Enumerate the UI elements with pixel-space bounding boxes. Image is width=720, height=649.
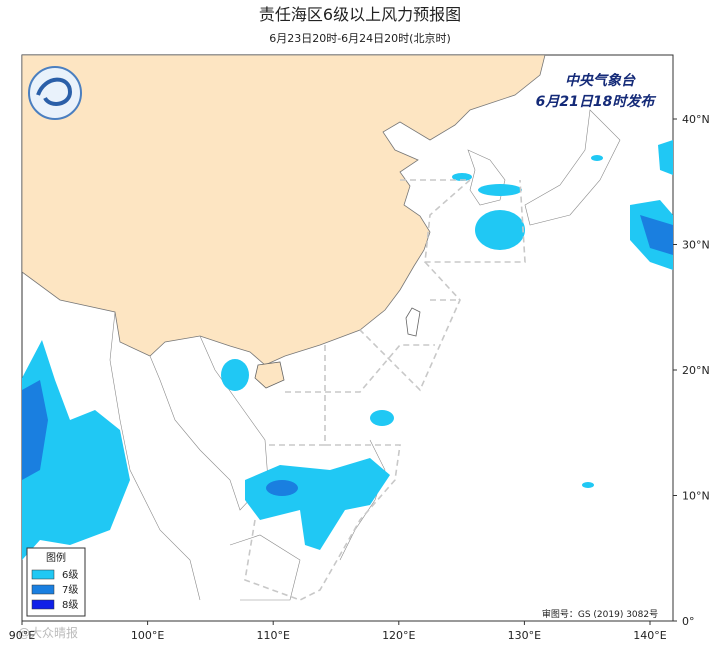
wind-area-dot <box>582 482 594 488</box>
approval-number: 审图号：GS (2019) 3082号 <box>542 608 658 620</box>
x-tick-label: 90°E <box>9 629 35 642</box>
borneo <box>229 534 301 601</box>
malay <box>109 311 201 601</box>
x-tick-label: 120°E <box>382 629 415 642</box>
china-land <box>22 55 546 366</box>
x-tick-label: 100°E <box>131 629 164 642</box>
korea <box>467 149 506 206</box>
title: 责任海区6级以上风力预报图 <box>259 5 461 24</box>
issuer-time: 6月21日18时发布 <box>536 93 657 110</box>
legend-label: 7级 <box>62 584 78 596</box>
wind-area-japan <box>658 140 673 175</box>
legend-swatch <box>31 569 55 580</box>
y-tick-label: 20°N <box>682 364 710 377</box>
y-tick-label: 30°N <box>682 239 710 252</box>
hainan <box>254 361 285 389</box>
wind-area-east-strong <box>640 215 673 255</box>
wind-area-beibu <box>221 359 249 391</box>
map-frame <box>21 54 674 622</box>
legend-swatch <box>31 584 55 595</box>
japan <box>524 109 621 226</box>
legend: 图例 6级 7级 8级 <box>26 547 86 617</box>
wind-area-small <box>452 173 472 181</box>
watermark: @大众晴报 <box>18 625 78 640</box>
wind-area-yellow-sea <box>478 184 522 196</box>
wind-area-scs-strong <box>266 480 298 496</box>
legend-title: 图例 <box>46 551 66 564</box>
wind-area-bengal-strong <box>22 380 48 480</box>
x-tick-label: 140°E <box>633 629 666 642</box>
indochina <box>149 335 269 511</box>
legend-label: 6级 <box>62 569 78 581</box>
logo <box>28 66 82 120</box>
issuer-name: 中央气象台 <box>565 72 636 89</box>
wind-area-luzon <box>370 410 394 426</box>
x-tick-label: 130°E <box>508 629 541 642</box>
wind-areas <box>22 140 673 560</box>
wind-area-ecs <box>475 210 525 250</box>
subtitle: 6月23日20时-6月24日20时(北京时) <box>269 31 451 45</box>
y-tick-label: 40°N <box>682 113 710 126</box>
legend-label: 8级 <box>62 599 78 611</box>
wind-area-dot <box>591 155 603 161</box>
sea-areas <box>244 179 526 601</box>
wind-area-bengal <box>22 340 130 560</box>
x-tick-label: 110°E <box>256 629 289 642</box>
taiwan <box>405 307 421 337</box>
y-tick-label: 10°N <box>682 490 710 503</box>
legend-swatch <box>31 599 55 610</box>
y-tick-label: 0° <box>682 615 695 628</box>
philippines <box>339 439 386 561</box>
